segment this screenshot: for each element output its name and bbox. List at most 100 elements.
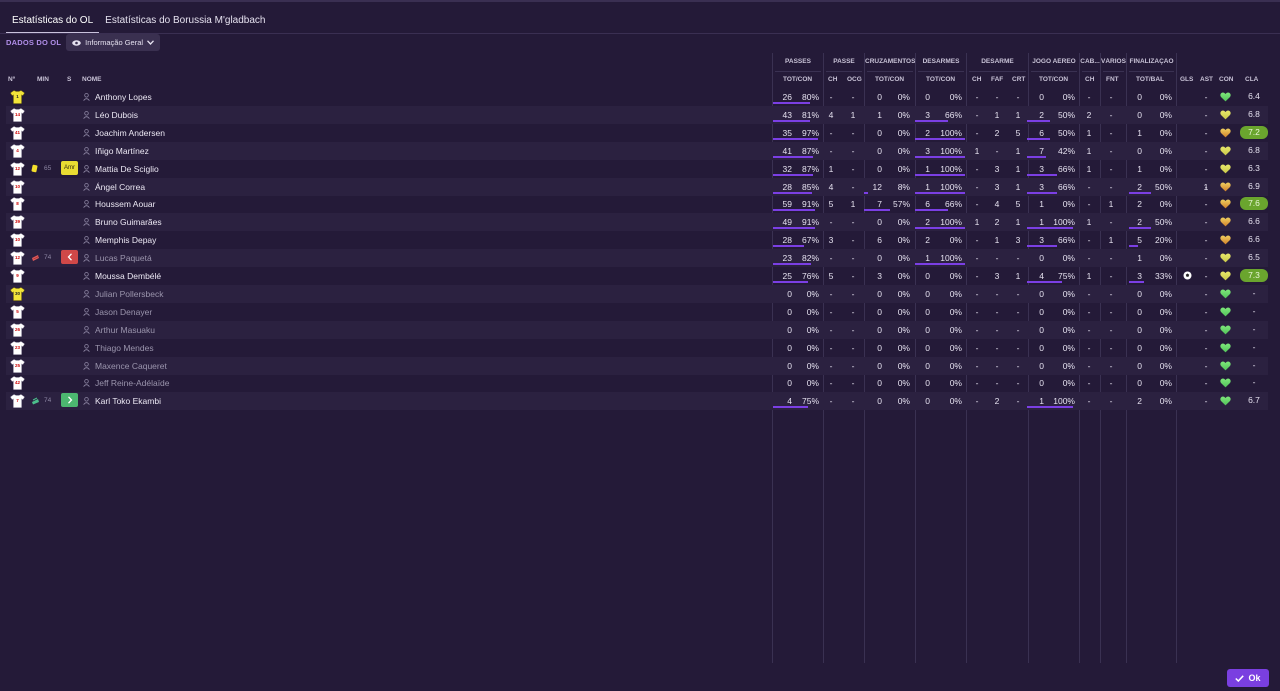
stat-cell: 3 [925,109,930,120]
player-profile-icon[interactable] [83,218,90,227]
stat-cell: 80% [801,92,819,102]
ok-button[interactable]: Ok [1227,669,1269,687]
player-row[interactable]: 5 Jason Denayer 0 0% - -0 0% 0 0% - - -0 0% - -0 0% - - [6,303,1268,321]
column-header[interactable]: CRT [1012,76,1026,83]
player-profile-icon[interactable] [83,182,90,191]
stat-cell: 66% [1057,181,1075,192]
tab-ol-stats[interactable]: Estatísticas do OL [6,12,100,34]
player-row[interactable]: 41 Joachim Andersen 35 97% - -0 0% 2 100% -2 5 6 50%… [6,124,1268,142]
player-row[interactable]: 9 Moussa Dembélé 25 76% 5 - 3 0% 0 0% - 3 1 4 75% 1 - 3 33… [6,267,1268,285]
player-row[interactable]: 1 Anthony Lopes 26 80% - -0 0% 0 0% - - -0 0% - -0 0% -6… [6,88,1268,106]
column-header[interactable]: Nº [8,76,16,83]
column-header[interactable]: TOT/BAL [1136,76,1165,83]
player-name[interactable]: Lucas Paquetá [95,253,152,264]
player-profile-icon[interactable] [83,379,90,388]
player-name[interactable]: Léo Dubois [95,109,139,120]
player-row[interactable]: 23 Thiago Mendes 0 0% - -0 0% 0 0% - - -0 0% - -0 0% - - [6,339,1268,357]
player-profile-icon[interactable] [83,307,90,316]
player-row[interactable]: 30 Julian Pollersbeck 0 0% - -0 0% 0 0% - - -0 0% - -0… [6,284,1268,303]
column-header[interactable]: CH [828,76,838,83]
column-header[interactable]: CH [1085,76,1095,83]
view-dropdown[interactable]: Informação Geral [66,34,161,51]
ratio-bar [773,227,815,230]
stat-cell: 0 [925,288,930,299]
column-header[interactable]: TOT/CON [926,76,956,83]
column-header[interactable]: NOME [82,76,102,83]
shirt-number: 1 [16,94,19,99]
player-name[interactable]: Jason Denayer [95,306,153,317]
stat-cell: - [1204,288,1208,299]
player-profile-icon[interactable] [83,397,90,406]
condition-heart-icon [1220,164,1231,174]
player-row[interactable]: 26 Arthur Masuaku 0 0% - -0 0% 0 0% - - -0 0% - -0 0% - - [6,320,1268,339]
stat-cell: - [1204,396,1208,407]
group-header: CRUZAMENTOS [865,58,915,65]
player-row[interactable]: 12 74 Lucas Paquetá 23 82% - -0 0% 1 100% - - -0 0% - -… [6,249,1268,268]
stat-cell: 66% [1057,163,1075,174]
player-row[interactable]: 8 Houssem Aouar 59 91% 5 1 7 57% 6 66% - 4 5 1 0% - 1 2 0%… [6,195,1268,213]
player-name[interactable]: Julian Pollersbeck [95,288,164,299]
tab-gladbach-stats[interactable]: Estatísticas do Borussia M'gladbach [105,15,266,26]
player-name[interactable]: Bruno Guimarães [95,217,162,228]
player-profile-icon[interactable] [83,146,90,155]
player-profile-icon[interactable] [83,236,90,245]
player-name[interactable]: Mattia De Sciglio [95,163,159,174]
column-header[interactable]: TOT/CON [1039,76,1069,83]
column-header[interactable]: CLA [1245,76,1259,83]
column-header[interactable]: GLS [1180,76,1194,83]
player-profile-icon[interactable] [83,164,90,173]
player-profile-icon[interactable] [83,254,90,262]
player-profile-icon[interactable] [83,272,90,280]
player-profile-icon[interactable] [83,343,90,352]
player-row[interactable]: 10 Ángel Correa 28 85% 4 - 12 8% 1 100% - 3 1 3 66% - - 2… [6,177,1268,196]
condition-heart-icon [1220,110,1231,120]
player-row[interactable]: 7 74 Karl Toko Ekambi 4 75% - -0 0% 0 0% -2-1 100% -… [6,392,1268,411]
column-header[interactable]: CON [1219,76,1234,83]
player-name[interactable]: Ángel Correa [95,181,146,192]
player-row[interactable]: 14 Léo Dubois 43 81% 4 1 1 0% 3 66% - 1 1 2 50% 2 - 0 0% - 6… [6,105,1268,124]
column-header[interactable]: CH [972,76,982,83]
player-row[interactable]: 42 Jeff Reine-Adélaïde 0 0% - -0 0% 0 0% - - -0 0% - -… [6,374,1268,392]
column-header[interactable]: TOT/CON [783,76,813,83]
player-name[interactable]: Houssem Aouar [95,199,156,210]
ratio-bar [1027,281,1062,283]
stat-cell: 3 [828,235,834,246]
player-profile-icon[interactable] [83,93,90,101]
player-name[interactable]: Karl Toko Ekambi [95,396,161,407]
player-name[interactable]: Joachim Andersen [95,127,165,138]
player-name[interactable]: Iñigo Martínez [95,145,149,156]
stat-cell: 3 [994,271,1000,281]
column-header[interactable]: OCG [847,76,862,83]
player-profile-icon[interactable] [83,289,90,298]
player-profile-icon[interactable] [83,128,90,137]
player-name[interactable]: Thiago Mendes [95,342,154,353]
column-header[interactable]: AST [1200,76,1213,83]
player-profile-icon[interactable] [83,110,90,119]
player-row[interactable]: 25 Maxence Caqueret 0 0% - -0 0% 0 0% - - -0 0% - -0 0%… [6,356,1268,375]
stat-cell: 0 [1137,378,1142,389]
player-name[interactable]: Jeff Reine-Adélaïde [95,378,170,389]
player-row[interactable]: 10 Memphis Depay 28 67% 3-6 0% 2 0% -1 3 3 66% -1 5 20… [6,231,1268,249]
player-profile-icon[interactable] [83,325,90,334]
player-name[interactable]: Memphis Depay [95,235,157,246]
player-name[interactable]: Arthur Masuaku [95,324,155,335]
player-row[interactable]: 12 65 Amr Mattia De Sciglio 32 87% 1 - 0 0% 1 100% -… [6,160,1268,178]
ratio-bar [915,263,965,266]
eye-icon [72,39,81,46]
column-header[interactable]: FNT [1106,76,1119,83]
column-header[interactable]: MIN [37,76,49,83]
player-profile-icon[interactable] [83,361,90,370]
stat-cell: 25 [782,271,792,281]
stat-cell: 0 [1137,92,1142,102]
player-name[interactable]: Anthony Lopes [95,92,152,102]
column-header[interactable]: FAF [991,76,1004,83]
player-name[interactable]: Maxence Caqueret [95,360,167,371]
player-row[interactable]: 39 Bruno Guimarães 49 91% - -0 0% 2 100% 1 2 1 1 100%… [6,213,1268,232]
column-header[interactable]: S [67,76,72,83]
stat-cell: 0% [949,342,962,353]
player-row[interactable]: 4 Iñigo Martínez 41 87% - -0 0% 3 100% 1-1 7 42% 1-0… [6,141,1268,160]
player-profile-icon[interactable] [83,200,90,209]
stat-cell: 0% [1062,324,1075,335]
column-header[interactable]: TOT/CON [875,76,905,83]
player-name[interactable]: Moussa Dembélé [95,271,162,281]
